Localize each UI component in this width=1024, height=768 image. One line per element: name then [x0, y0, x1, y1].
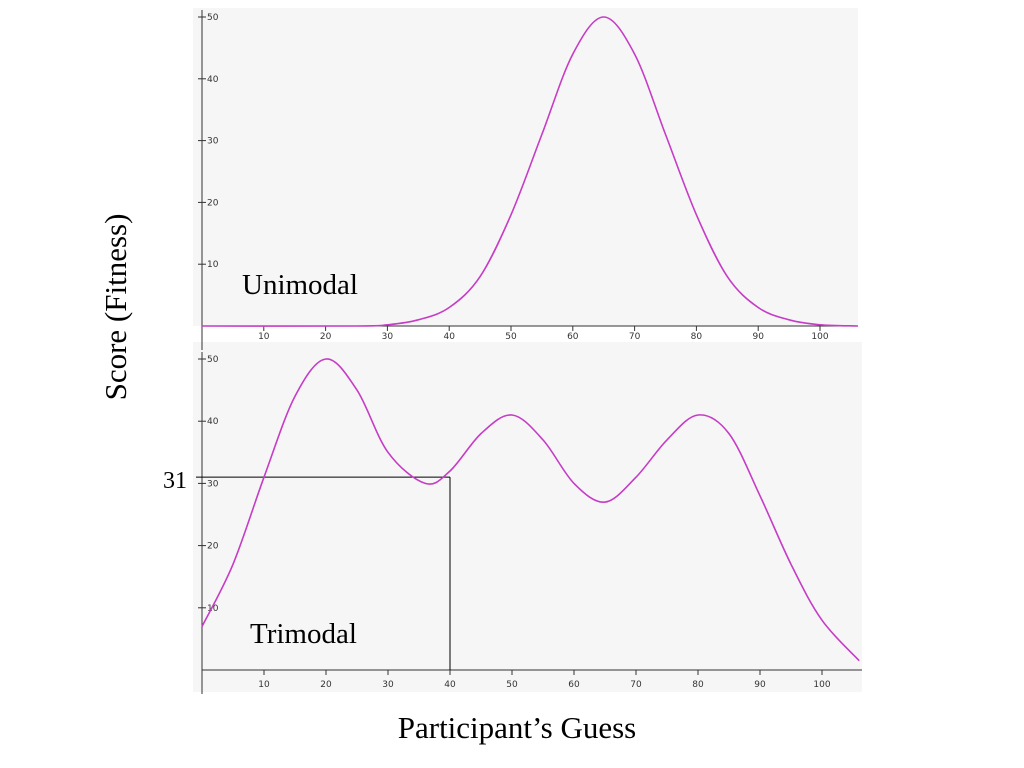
trimodal-x-tick-label: 10	[258, 680, 270, 690]
unimodal-y-tick-label: 10	[207, 260, 219, 270]
trimodal-x-tick-label: 70	[630, 680, 642, 690]
unimodal-series-line	[201, 16, 858, 327]
unimodal-y-tick-label: 40	[207, 75, 219, 85]
trimodal-plot-area	[193, 342, 862, 692]
trimodal-y-tick-label: 20	[207, 542, 219, 552]
unimodal-plot-area	[193, 8, 858, 326]
y-axis-title: Score (Fitness)	[98, 214, 133, 401]
trimodal-x-tick-label: 80	[692, 680, 704, 690]
trimodal-y-tick-label: 50	[207, 355, 219, 365]
unimodal-y-tick-label: 30	[207, 137, 219, 147]
unimodal-y-tick-label: 20	[207, 198, 219, 208]
unimodal-label: Unimodal	[242, 269, 358, 301]
unimodal-x-tick-label: 80	[691, 332, 703, 342]
trimodal-x-tick-label: 90	[754, 680, 766, 690]
trimodal-x-tick-label: 100	[813, 680, 830, 690]
trimodal-y-tick-label: 10	[207, 604, 219, 614]
trimodal-y-tick-label: 30	[207, 479, 219, 489]
trimodal-x-tick-label: 50	[506, 680, 518, 690]
unimodal-x-tick-label: 40	[443, 332, 455, 342]
unimodal-chart: 10 20 30 40 50 60 70 80 90 100 10 20 30 40 50	[198, 10, 858, 350]
trimodal-x-tick-label: 60	[568, 680, 580, 690]
unimodal-x-tick-label: 50	[505, 332, 517, 342]
trimodal-chart: 10 20 30 40 50 60 70 80 90 100 10 20 30 40 50	[196, 352, 862, 694]
unimodal-x-tick-label: 100	[811, 332, 828, 342]
annotation-value-label: 31	[163, 468, 187, 494]
trimodal-x-tick-label: 20	[320, 680, 332, 690]
unimodal-x-tick-label: 30	[382, 332, 394, 342]
unimodal-y-tick-label: 50	[207, 13, 219, 23]
unimodal-x-tick-label: 10	[258, 332, 270, 342]
unimodal-x-tick-label: 60	[567, 332, 579, 342]
unimodal-x-tick-label: 70	[629, 332, 641, 342]
x-axis-title: Participant’s Guess	[398, 710, 637, 745]
trimodal-x-tick-label: 30	[382, 680, 394, 690]
trimodal-y-tick-label: 40	[207, 417, 219, 427]
trimodal-label: Trimodal	[250, 618, 357, 650]
unimodal-x-tick-label: 20	[320, 332, 332, 342]
unimodal-x-tick-label: 90	[752, 332, 764, 342]
trimodal-x-tick-label: 40	[444, 680, 456, 690]
trimodal-series-line	[201, 358, 860, 662]
